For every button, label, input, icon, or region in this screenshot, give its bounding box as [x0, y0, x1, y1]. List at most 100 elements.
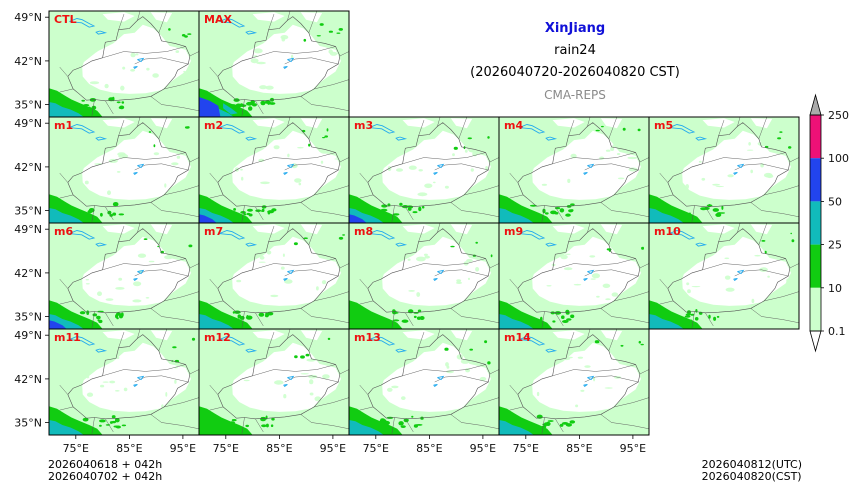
y-tick-label: 42°N [14, 55, 42, 68]
precip-field [649, 223, 799, 329]
precip-field [49, 223, 199, 329]
region-border [67, 16, 191, 102]
panel-grid: CTL MAX m1 m2 m3 m4 m5 m6 m7 m8 m9 m10 m11 m12 m13 m14 [48, 10, 800, 436]
x-tick-label: 95°E [320, 442, 346, 455]
region-border [367, 334, 491, 420]
lake [95, 242, 108, 247]
lake [287, 375, 295, 381]
panel-m7: m7 [198, 222, 350, 330]
panel-m3: m3 [348, 116, 500, 224]
lake [395, 242, 408, 247]
lake [95, 136, 108, 141]
lake [133, 66, 138, 70]
lake [95, 30, 108, 35]
lake [583, 278, 588, 282]
lake [219, 124, 246, 134]
lake [137, 57, 145, 63]
y-tick-label: 42°N [14, 373, 42, 386]
lake [219, 230, 246, 240]
x-tick-label: 85°E [266, 442, 292, 455]
valid-time-info: 2026040812(UTC) 2026040820(CST) [702, 459, 802, 483]
lake [433, 384, 438, 388]
lake [245, 242, 258, 247]
panel-m4: m4 [498, 116, 650, 224]
y-tick-label: 42°N [14, 161, 42, 174]
lake [369, 230, 396, 240]
lake [283, 384, 288, 388]
region-border [517, 228, 641, 314]
region-border [217, 16, 341, 102]
y-tick-label: 35°N [14, 205, 42, 218]
x-tick-label: 75°E [63, 442, 89, 455]
colorbar-segment [810, 158, 821, 202]
lake [69, 18, 96, 28]
lake [437, 163, 445, 169]
colorbar-segment [810, 115, 821, 159]
chart-title-time-range: (2026040720-2026040820 CST) [470, 65, 680, 80]
precip-field [49, 117, 199, 223]
x-tick-label: 85°E [566, 442, 592, 455]
region-border [517, 334, 641, 420]
region-border [667, 228, 791, 314]
y-tick-label: 49°N [14, 223, 42, 236]
precip-field [199, 223, 349, 329]
valid-time-utc: 2026040812(UTC) [701, 458, 802, 471]
precip-field [199, 117, 349, 223]
init-time-utc: 2026040618 + 042h [48, 458, 163, 471]
lake [133, 278, 138, 282]
y-tick-label: 49°N [14, 117, 42, 130]
y-tick-label: 49°N [14, 11, 42, 24]
panel-label-m1: m1 [54, 119, 73, 132]
lake [669, 230, 696, 240]
region-border [217, 334, 341, 420]
lake [369, 336, 396, 346]
region-border [67, 334, 191, 420]
precip-field [349, 117, 499, 223]
precip-field [349, 329, 499, 435]
lake [133, 172, 138, 176]
precip-field [349, 223, 499, 329]
lake [519, 124, 546, 134]
colorbar-extend-max [809, 93, 822, 116]
lake [587, 163, 595, 169]
lake [287, 57, 295, 63]
colorbar-tick-label: 10 [828, 282, 842, 295]
colorbar-segment [810, 244, 821, 288]
lake [69, 124, 96, 134]
panel-m8: m8 [348, 222, 500, 330]
init-time-cst: 2026040702 + 042h [48, 470, 163, 483]
lake [695, 242, 708, 247]
lake [583, 172, 588, 176]
lake [283, 66, 288, 70]
y-tick-label: 35°N [14, 417, 42, 430]
precip-field [49, 329, 199, 435]
chart-title-region: XinJiang [544, 21, 606, 36]
lake [733, 278, 738, 282]
lake [433, 278, 438, 282]
panel-label-m14: m14 [504, 331, 531, 344]
region-border [217, 228, 341, 314]
lake [437, 375, 445, 381]
panel-m9: m9 [498, 222, 650, 330]
y-tick-label: 49°N [14, 329, 42, 342]
precip-field [499, 329, 649, 435]
panel-m10: m10 [648, 222, 800, 330]
axes: 49°N 42°N 35°N 49°N 42°N 35°N 49°N 42°N 35°N 49°N… [14, 11, 646, 455]
panel-label-m2: m2 [204, 119, 223, 132]
lake [137, 269, 145, 275]
lake [245, 136, 258, 141]
region-border [667, 122, 791, 208]
panel-label-m13: m13 [354, 331, 381, 344]
panel-label-m12: m12 [204, 331, 231, 344]
x-tick-label: 95°E [620, 442, 646, 455]
region-border [217, 122, 341, 208]
region-border [367, 122, 491, 208]
lake [69, 230, 96, 240]
region-border [517, 122, 641, 208]
panel-label-m6: m6 [54, 225, 73, 238]
x-tick-label: 75°E [363, 442, 389, 455]
valid-time-cst: 2026040820(CST) [701, 470, 802, 483]
lake [69, 336, 96, 346]
panel-label-m8: m8 [354, 225, 373, 238]
lake [395, 136, 408, 141]
